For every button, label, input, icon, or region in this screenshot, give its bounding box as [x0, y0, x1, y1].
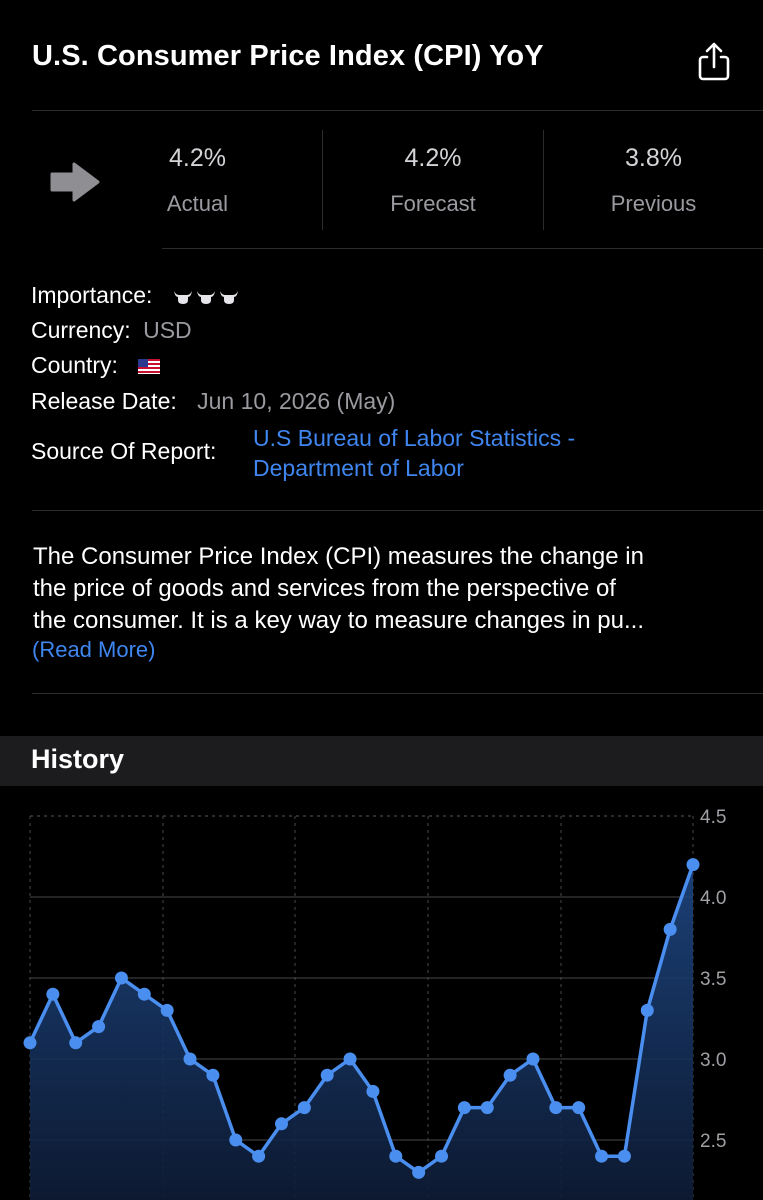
- bull-icons: [173, 290, 238, 304]
- description-line: the consumer. It is a key way to measure…: [33, 607, 644, 634]
- stats-divider: [162, 248, 763, 249]
- previous-label: Previous: [610, 191, 697, 216]
- data-point[interactable]: [389, 1149, 403, 1163]
- release-date-value: Jun 10, 2026 (May): [197, 388, 396, 414]
- right-arrow-icon: [50, 162, 100, 202]
- y-tick-label: 4.0: [700, 888, 726, 909]
- data-point[interactable]: [595, 1149, 609, 1163]
- forecast-label: Forecast: [390, 191, 476, 216]
- data-point[interactable]: [457, 1101, 471, 1115]
- data-point[interactable]: [549, 1101, 563, 1115]
- release-date-row: Release Date: Jun 10, 2026 (May): [31, 388, 395, 415]
- country-label: Country:: [31, 352, 118, 378]
- data-point[interactable]: [343, 1052, 357, 1066]
- stat-divider: [543, 130, 544, 230]
- data-point[interactable]: [274, 1117, 288, 1131]
- data-point[interactable]: [366, 1084, 380, 1098]
- data-point[interactable]: [137, 987, 151, 1001]
- data-point[interactable]: [252, 1149, 266, 1163]
- source-link[interactable]: U.S Bureau of Labor Statistics - Departm…: [253, 423, 575, 483]
- y-tick-label: 3.5: [700, 969, 726, 990]
- data-point[interactable]: [46, 987, 60, 1001]
- stat-divider: [322, 130, 323, 230]
- data-point[interactable]: [572, 1101, 586, 1115]
- actual-value: 4.2%: [169, 144, 226, 172]
- data-point[interactable]: [686, 858, 700, 872]
- us-flag-icon: [138, 359, 161, 375]
- y-tick-label: 2.5: [700, 1131, 726, 1152]
- release-date-label: Release Date:: [31, 388, 177, 414]
- history-header: [0, 736, 763, 786]
- data-point[interactable]: [92, 1020, 106, 1034]
- share-icon[interactable]: [695, 40, 733, 82]
- y-tick-label: 4.5: [700, 807, 726, 828]
- data-point[interactable]: [617, 1149, 631, 1163]
- source-link-line[interactable]: U.S Bureau of Labor Statistics -: [253, 425, 576, 451]
- data-point[interactable]: [69, 1036, 83, 1050]
- data-point[interactable]: [663, 922, 677, 936]
- country-row: Country:: [31, 352, 161, 379]
- data-point[interactable]: [503, 1068, 517, 1082]
- actual-label: Actual: [166, 191, 229, 216]
- description-divider: [32, 693, 763, 694]
- data-point[interactable]: [320, 1068, 334, 1082]
- description-text: The Consumer Price Index (CPI) measures …: [33, 541, 733, 637]
- data-point[interactable]: [206, 1068, 220, 1082]
- data-point[interactable]: [640, 1003, 654, 1017]
- chart-area-fill: [30, 864, 693, 1200]
- data-point[interactable]: [229, 1133, 243, 1147]
- history-chart[interactable]: 4.5 4.0 3.5 3.0 2.5: [0, 786, 763, 1200]
- currency-label: Currency:: [31, 317, 131, 343]
- data-point[interactable]: [435, 1149, 449, 1163]
- importance-row: Importance:: [31, 282, 239, 309]
- description-line: the price of goods and services from the…: [33, 575, 616, 602]
- history-title: History: [31, 744, 125, 774]
- source-link-line[interactable]: Department of Labor: [253, 455, 464, 481]
- currency-row: Currency: USD: [31, 317, 192, 344]
- actual-stat: 4.2% Actual: [120, 130, 275, 230]
- header-divider: [32, 110, 763, 111]
- data-point[interactable]: [114, 971, 128, 985]
- importance-label: Importance:: [31, 282, 153, 308]
- data-point[interactable]: [526, 1052, 540, 1066]
- data-point[interactable]: [23, 1036, 37, 1050]
- previous-value: 3.8%: [625, 144, 682, 172]
- forecast-value: 4.2%: [404, 144, 462, 172]
- page-title: U.S. Consumer Price Index (CPI) YoY: [32, 40, 544, 72]
- data-point[interactable]: [412, 1165, 426, 1179]
- data-point[interactable]: [160, 1003, 174, 1017]
- previous-stat: 3.8% Previous: [544, 130, 763, 230]
- data-point[interactable]: [480, 1101, 494, 1115]
- data-point[interactable]: [183, 1052, 197, 1066]
- y-tick-label: 3.0: [700, 1050, 726, 1071]
- source-label: Source Of Report:: [31, 438, 217, 464]
- currency-value: USD: [143, 317, 192, 343]
- forecast-stat: 4.2% Forecast: [323, 130, 543, 230]
- data-point[interactable]: [297, 1101, 311, 1115]
- details-divider: [32, 510, 763, 511]
- read-more-link[interactable]: (Read More): [32, 637, 156, 662]
- description-line: The Consumer Price Index (CPI) measures …: [33, 543, 644, 570]
